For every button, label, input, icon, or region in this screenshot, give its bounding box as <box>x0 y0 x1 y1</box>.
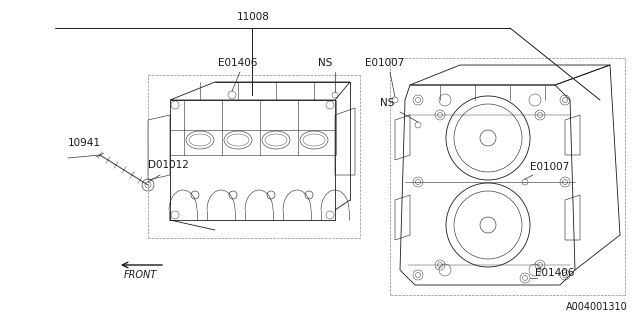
Text: E01007: E01007 <box>530 162 569 172</box>
Text: D01012: D01012 <box>148 160 189 170</box>
Text: NS: NS <box>380 98 394 108</box>
Text: E01007: E01007 <box>365 58 404 68</box>
Text: A004001310: A004001310 <box>566 302 628 312</box>
Text: E01406: E01406 <box>535 268 574 278</box>
Text: NS: NS <box>318 58 332 68</box>
Text: 10941: 10941 <box>68 138 101 148</box>
Text: FRONT: FRONT <box>124 270 157 280</box>
Text: E01406: E01406 <box>218 58 257 68</box>
Text: 11008: 11008 <box>237 12 269 22</box>
